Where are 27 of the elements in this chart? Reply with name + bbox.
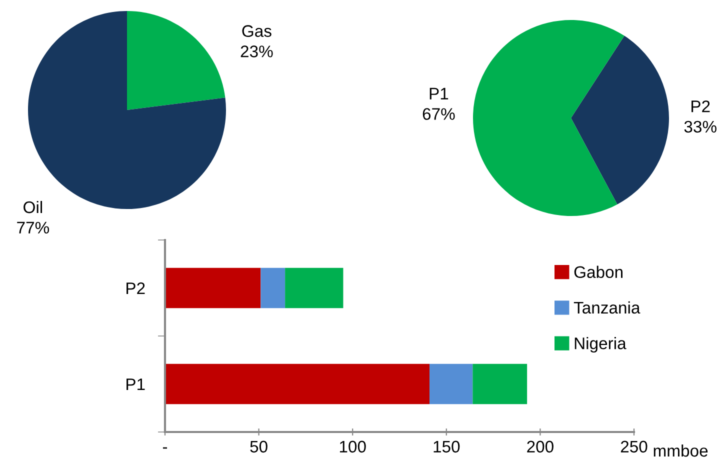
bar	[430, 364, 473, 404]
data-label: 33%	[684, 120, 716, 133]
x-tick-label: 100	[340, 440, 366, 453]
x-tick-label: 150	[434, 440, 460, 453]
bar	[260, 268, 286, 308]
pie-slice	[571, 36, 669, 204]
data-label: 77%	[17, 222, 50, 234]
data-label: 67%	[422, 108, 455, 120]
data-label: 23%	[240, 46, 273, 58]
legend-label: Gabon	[574, 266, 622, 278]
x-tick-label: 200	[527, 440, 554, 453]
slice-label: P1	[430, 88, 448, 100]
bar	[285, 268, 344, 308]
x-tick-label: 250	[620, 440, 648, 453]
x-tick-label: -	[162, 447, 168, 449]
pie-slice	[127, 11, 226, 110]
pie-slice	[473, 20, 624, 216]
slice-label: Oil	[24, 200, 42, 214]
slice-label: Gas	[242, 25, 272, 37]
x-tick-label: 50	[250, 440, 268, 453]
bar	[165, 268, 261, 308]
bar	[472, 364, 528, 404]
legend-label: Tanzania	[574, 301, 640, 314]
legend-label: Nigeria	[574, 337, 626, 353]
slice-label: P2	[692, 100, 710, 112]
x-axis-title: mmboe	[654, 444, 708, 457]
bar	[165, 364, 430, 404]
